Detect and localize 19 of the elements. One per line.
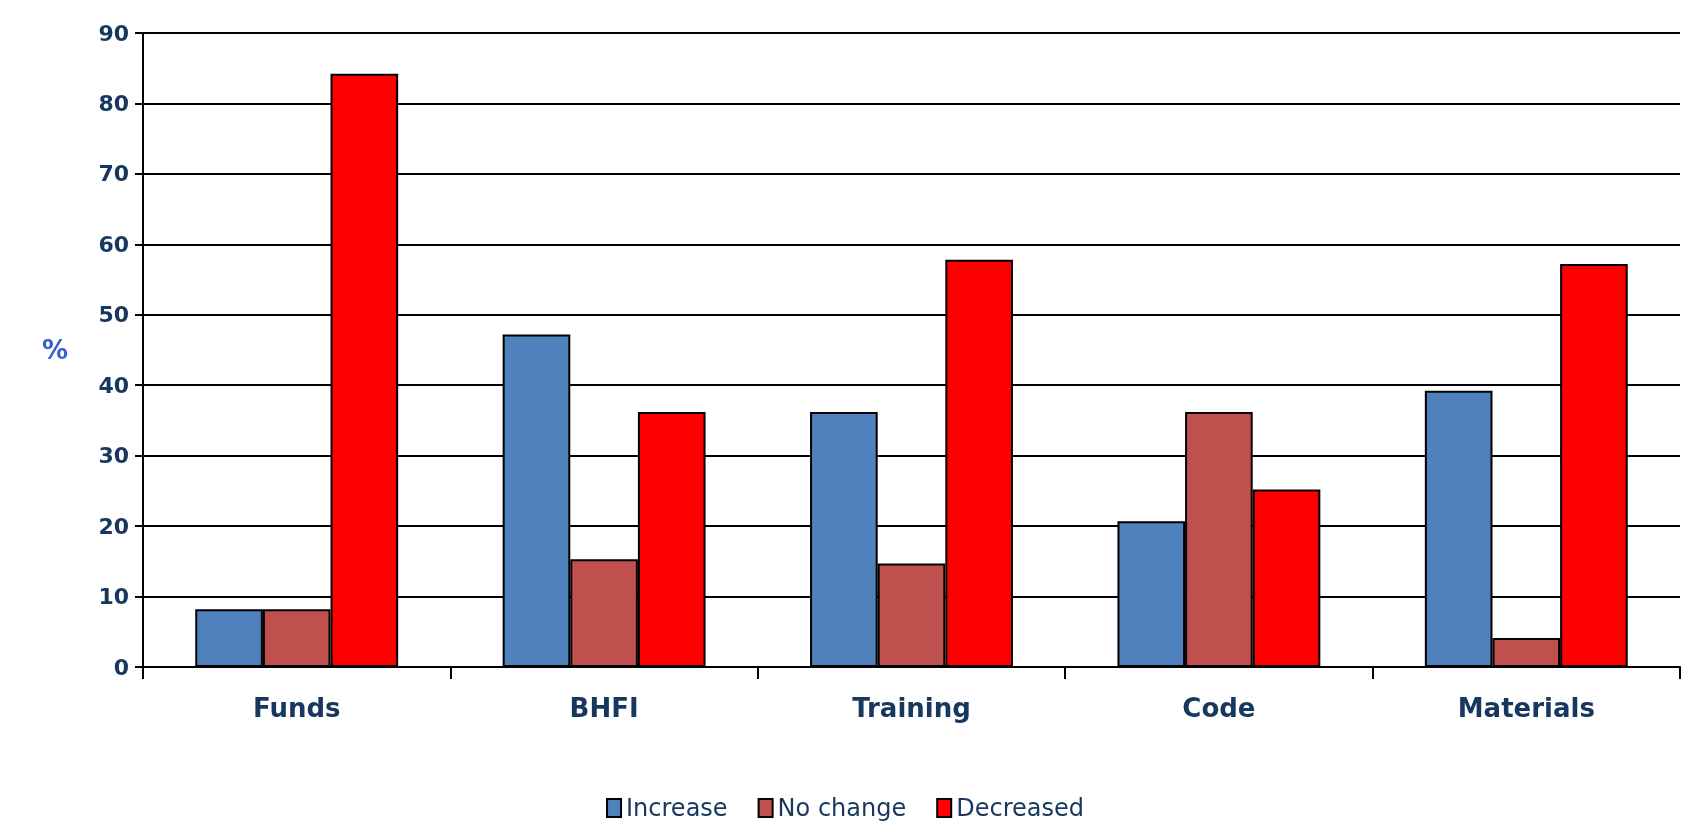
y-tick-label: 50 (98, 302, 129, 328)
y-tick-label: 10 (98, 584, 129, 610)
y-tick-label: 90 (98, 20, 129, 46)
y-tick-label: 60 (98, 231, 129, 257)
legend-label: No change (777, 794, 907, 822)
x-tick-label: Training (852, 693, 971, 723)
x-tick-label: BHFI (569, 693, 639, 723)
x-tick-label: Code (1182, 693, 1256, 723)
x-tick-label: Funds (252, 693, 341, 723)
y-axis-title: % (41, 335, 68, 365)
y-tick-label: 70 (98, 161, 129, 187)
legend-label: Decreased (956, 794, 1084, 822)
y-tick-label: 30 (98, 443, 129, 469)
x-tick-label: Materials (1457, 693, 1595, 723)
y-tick-label: 40 (98, 372, 129, 398)
legend-label: Increase (626, 794, 728, 822)
y-tick-label: 20 (98, 513, 129, 539)
y-tick-label: 80 (98, 90, 129, 116)
y-tick-label: 0 (113, 654, 129, 680)
